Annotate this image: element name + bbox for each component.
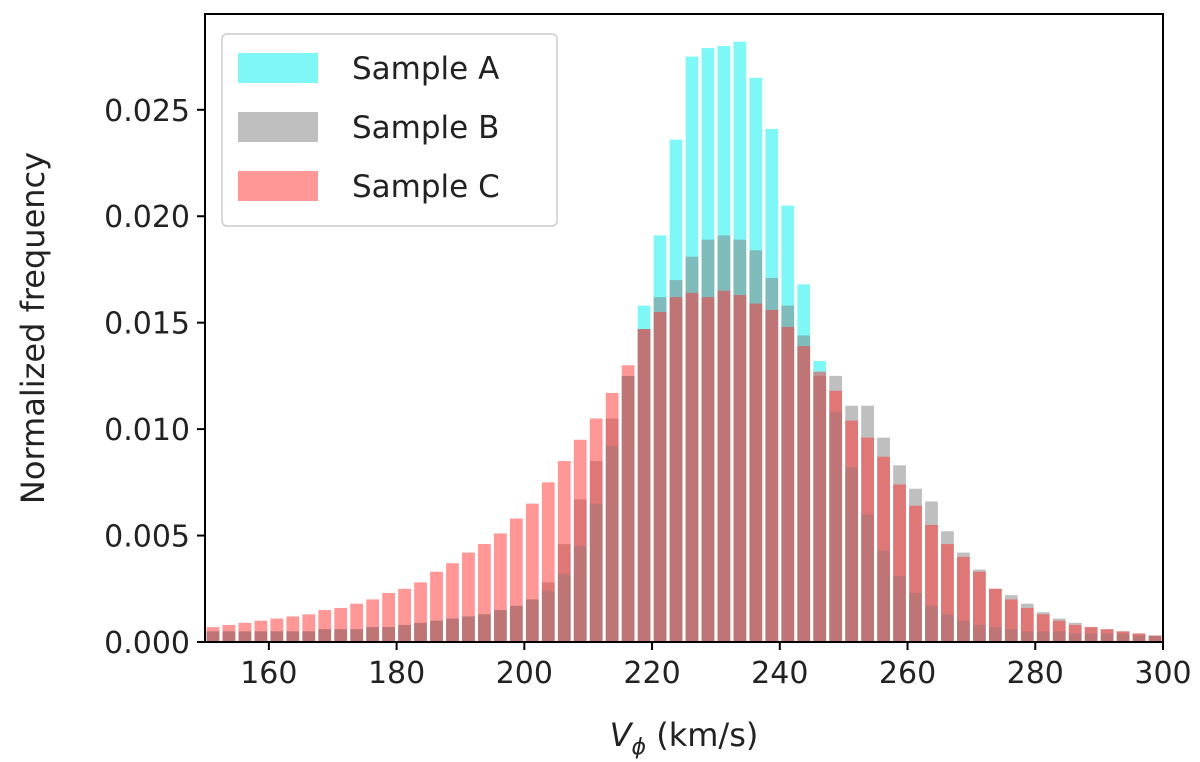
legend-swatch (238, 53, 318, 83)
bar (1052, 620, 1066, 642)
bar (334, 607, 348, 642)
bar (398, 588, 411, 642)
x-tick-label: 160 (240, 656, 297, 691)
x-tick-label: 180 (368, 656, 425, 691)
legend-swatch (238, 112, 318, 142)
bar (414, 582, 427, 642)
x-tick-label: 260 (879, 656, 936, 691)
y-axis-ticks: 0.000 0.005 0.010 0.015 0.020 0.025 (104, 94, 205, 661)
legend-swatch (238, 171, 318, 201)
y-tick-label: 0.000 (104, 626, 190, 661)
bar (1116, 631, 1130, 642)
bar (1148, 635, 1162, 642)
x-tick-label: 280 (1007, 656, 1064, 691)
bar (350, 603, 364, 642)
bar (541, 482, 555, 642)
bar (621, 365, 635, 642)
y-tick-label: 0.010 (104, 413, 190, 448)
series-sample-c (206, 290, 1162, 642)
legend-items: Sample A Sample B Sample C (238, 51, 500, 205)
bar (238, 622, 252, 642)
legend-item: Sample C (238, 169, 500, 205)
bar (797, 346, 811, 642)
bar (781, 326, 795, 642)
bar (462, 552, 475, 642)
bar (270, 618, 284, 642)
legend-label: Sample B (352, 110, 499, 146)
bar (573, 439, 587, 642)
bar (382, 593, 395, 642)
bar (605, 392, 619, 642)
bar (1004, 599, 1018, 642)
x-axis-label-unit: (km/s) (646, 716, 758, 754)
bar (957, 556, 970, 642)
legend-label: Sample A (352, 51, 499, 87)
bar (973, 571, 986, 642)
bar (430, 571, 443, 642)
bar (494, 533, 507, 642)
bar (845, 420, 859, 642)
x-axis-ticks: 160 180 200 220 240 260 280 300 (240, 642, 1192, 691)
bar (829, 390, 843, 642)
legend: Sample A Sample B Sample C (221, 33, 558, 227)
bar (988, 588, 1002, 642)
bar (637, 329, 651, 642)
bar (525, 503, 539, 642)
bar (653, 312, 667, 642)
legend-item: Sample B (238, 110, 499, 146)
x-tick-label: 240 (751, 656, 808, 691)
bar (733, 295, 747, 642)
bar (669, 297, 683, 642)
y-tick-label: 0.020 (104, 200, 190, 235)
bar (478, 544, 491, 642)
bar (1036, 614, 1050, 642)
bar (941, 544, 954, 642)
bar (302, 614, 316, 642)
bar (589, 418, 603, 642)
bar (222, 624, 236, 642)
bar (557, 461, 571, 642)
y-tick-label: 0.025 (104, 94, 190, 129)
x-axis-label-var: V (610, 716, 634, 754)
x-tick-label: 220 (623, 656, 680, 691)
x-tick-label: 200 (496, 656, 553, 691)
bar (717, 290, 731, 642)
legend-label: Sample C (352, 169, 500, 205)
bar (446, 563, 459, 642)
bar (765, 309, 779, 642)
bars-layer (206, 41, 1162, 643)
plot-frame (204, 13, 1164, 643)
bar (286, 616, 300, 642)
bar (509, 518, 523, 642)
bar (1132, 633, 1146, 642)
y-tick-label: 0.005 (104, 520, 190, 555)
bar (318, 610, 332, 642)
x-axis-label: Vϕ (km/s) (610, 716, 759, 760)
bar (1100, 629, 1114, 642)
bar (893, 484, 906, 642)
bar (701, 297, 715, 642)
bar (877, 456, 890, 642)
bar (813, 371, 827, 642)
series-sample-b (206, 235, 1162, 643)
x-axis-label-subscript: ϕ (632, 735, 647, 760)
bar (1068, 624, 1082, 642)
bar (909, 505, 922, 642)
bar (1084, 627, 1098, 642)
bar (1020, 607, 1034, 642)
bar (861, 437, 874, 642)
x-tick-label: 300 (1134, 656, 1191, 691)
bar (685, 292, 699, 642)
y-axis-label: Normalized frequency (14, 152, 52, 504)
bar (749, 303, 763, 642)
legend-item: Sample A (238, 51, 499, 87)
bar (925, 524, 938, 642)
bar (254, 620, 268, 642)
bar (206, 627, 220, 642)
bar (366, 599, 380, 642)
y-tick-label: 0.015 (104, 307, 190, 342)
